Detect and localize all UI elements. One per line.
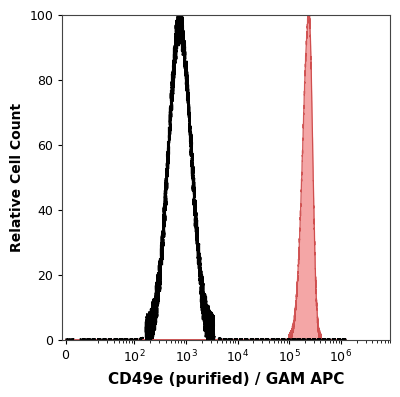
Y-axis label: Relative Cell Count: Relative Cell Count xyxy=(10,103,24,252)
X-axis label: CD49e (purified) / GAM APC: CD49e (purified) / GAM APC xyxy=(108,372,344,387)
